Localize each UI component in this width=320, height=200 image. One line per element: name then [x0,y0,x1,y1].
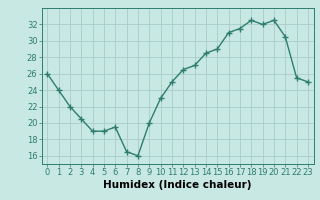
X-axis label: Humidex (Indice chaleur): Humidex (Indice chaleur) [103,180,252,190]
